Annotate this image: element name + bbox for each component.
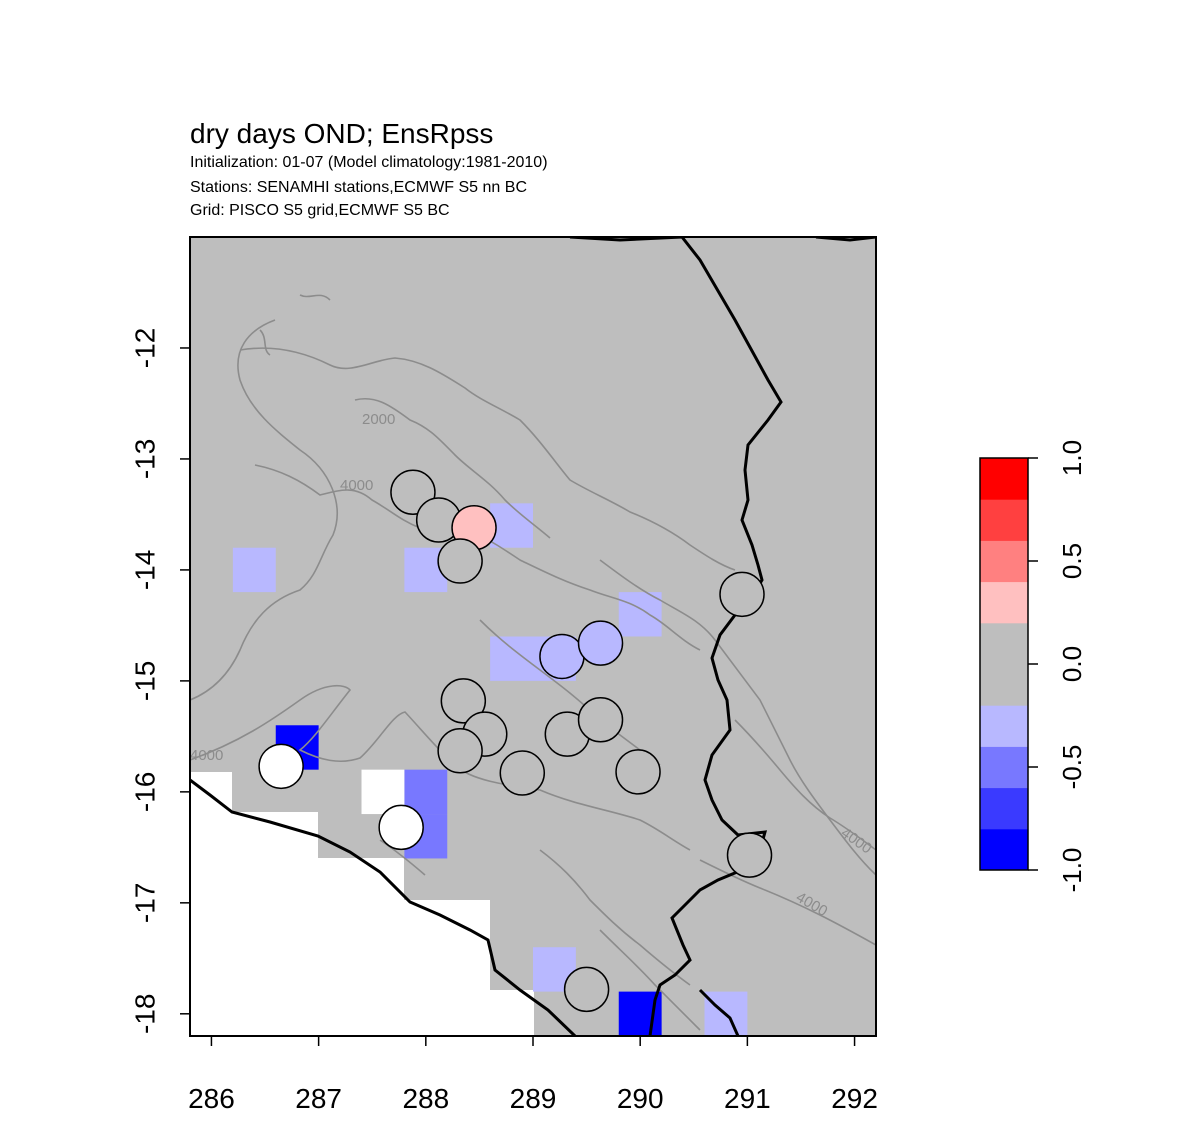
- map-panel: 2000 4000 4000 4000 4000: [190, 237, 876, 1036]
- station-marker: [577, 620, 624, 666]
- station-layer: [258, 469, 773, 1013]
- colorbar-segment: [980, 581, 1028, 624]
- grid-cell: [490, 636, 533, 681]
- colorbar-label: 0.5: [1057, 543, 1087, 579]
- y-tick-label: -17: [130, 883, 161, 923]
- contour-label: 2000: [362, 411, 395, 428]
- x-tick-label: 289: [510, 1083, 557, 1114]
- colorbar-segment: [980, 828, 1028, 871]
- contour-line: [734, 719, 876, 851]
- colorbar-label: -0.5: [1057, 745, 1087, 790]
- colorbar-legend: -1.0 -0.5 0.0 0.5 1.0: [979, 440, 1087, 893]
- x-tick-label: 286: [188, 1083, 235, 1114]
- x-tick-label: 290: [617, 1083, 664, 1114]
- station-marker: [615, 749, 661, 795]
- station-marker: [539, 633, 585, 680]
- y-tick-label: -14: [130, 550, 161, 590]
- subtitle-initialization: Initialization: 01-07 (Model climatology…: [190, 154, 548, 171]
- subtitle-grid: Grid: PISCO S5 grid,ECMWF S5 BC: [190, 202, 450, 219]
- y-tick-label: -15: [130, 661, 161, 701]
- grid-cell: [490, 503, 533, 548]
- x-tick-label: 292: [831, 1083, 878, 1114]
- contour-label: 4000: [340, 477, 373, 494]
- colorbar-segment: [980, 622, 1028, 665]
- grid-cell: [232, 547, 276, 593]
- national-border: [569, 237, 783, 1036]
- station-marker: [726, 832, 773, 878]
- grid-cell: [618, 592, 662, 637]
- grid-cell: [404, 769, 448, 815]
- x-tick-label: 291: [724, 1083, 771, 1114]
- colorbar-segment: [980, 458, 1028, 500]
- station-marker: [577, 696, 624, 743]
- coastline: [190, 778, 577, 1036]
- station-marker: [437, 538, 483, 584]
- station-marker: [437, 728, 483, 774]
- station-marker: [719, 571, 765, 618]
- colorbar-segment: [980, 746, 1028, 789]
- contour-label: 4000: [190, 747, 223, 764]
- contour-line: [190, 684, 691, 851]
- national-border: [698, 988, 740, 1036]
- station-marker: [258, 743, 304, 790]
- map-title: dry days OND; EnsRpss: [190, 118, 494, 149]
- station-marker: [378, 804, 424, 851]
- x-tick-label: 287: [295, 1083, 342, 1114]
- contour-line: [479, 619, 661, 766]
- colorbar-segment: [980, 499, 1028, 541]
- elevation-contours: [190, 294, 876, 1031]
- colorbar-segment: [980, 787, 1028, 830]
- contour-line: [239, 347, 736, 571]
- contour-line: [354, 398, 551, 539]
- y-tick-label: -12: [130, 328, 161, 368]
- contour-line: [259, 294, 426, 876]
- station-marker: [563, 966, 610, 1013]
- y-axis: -12 -13 -14 -15 -16 -17 -18: [130, 328, 191, 1034]
- ocean-area: [190, 772, 534, 1036]
- x-tick-label: 288: [402, 1083, 449, 1114]
- contour-line: [539, 849, 691, 986]
- y-tick-label: -13: [130, 439, 161, 479]
- y-tick-label: -16: [130, 772, 161, 812]
- y-tick-label: -18: [130, 994, 161, 1034]
- station-marker: [440, 678, 487, 724]
- colorbar-segment: [980, 705, 1028, 747]
- station-marker: [499, 750, 546, 796]
- colorbar-label: 1.0: [1057, 440, 1087, 476]
- contour-line: [190, 319, 338, 701]
- colorbar-label: 0.0: [1057, 646, 1087, 682]
- colorbar-segment: [980, 664, 1028, 706]
- x-axis: 286 287 288 289 290 291 292: [188, 1035, 878, 1114]
- colorbar-label: -1.0: [1057, 848, 1087, 893]
- contour-line: [599, 559, 876, 876]
- colorbar-segment: [980, 540, 1028, 583]
- contour-line: [599, 929, 701, 1031]
- subtitle-stations: Stations: SENAMHI stations,ECMWF S5 nn B…: [190, 179, 527, 196]
